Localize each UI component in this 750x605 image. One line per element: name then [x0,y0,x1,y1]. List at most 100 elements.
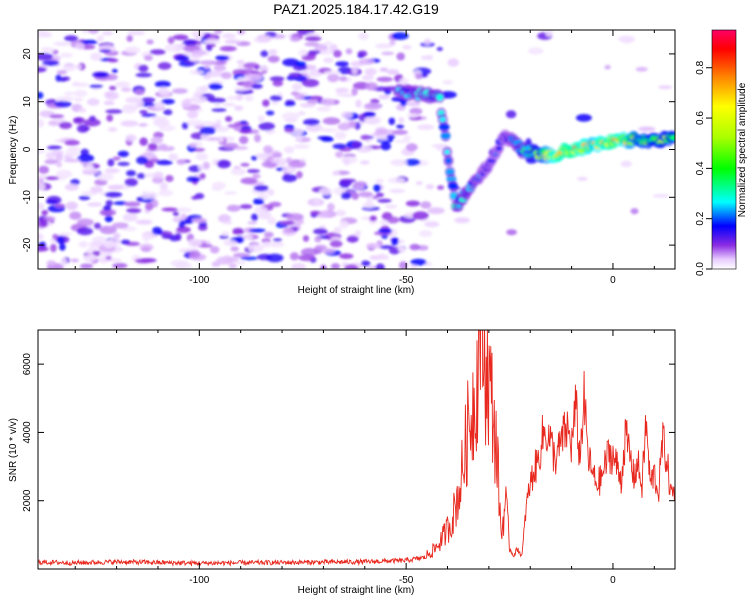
spectrogram-speckle [335,61,349,67]
spectrogram-speckle [49,114,65,119]
spectrogram-speckle [147,143,158,151]
spectrogram-speckle [136,156,148,165]
snr-panel: -100 -50 0 2000 4000 6000 Height of straight … [8,329,676,596]
spectrogram-speckle [203,38,221,44]
spectrogram-speckle [351,87,358,96]
spectrogram-speckle [217,159,231,169]
spectrogram-speckle [320,128,338,133]
spectrogram-speckle [339,76,348,82]
spectrogram-speckle [73,89,88,98]
spectrogram-speckle [436,47,443,51]
spectrogram-speckle [38,183,46,191]
spectrogram-speckle [163,109,173,116]
spectrogram-speckle [385,204,398,209]
spectrogram-speckle [387,177,406,184]
spectrogram-speckle [415,73,423,80]
spectrogram-speckle [337,123,351,131]
spectrogram-speckle [103,100,115,106]
spectrogram-speckle [122,104,140,110]
spectrogram-speckle [630,208,639,215]
spectrogram-speckle [240,177,258,185]
spectrogram-speckle [65,201,78,211]
spectrogram-speckle [237,76,249,81]
spectrogram-speckle [141,246,152,253]
spectrogram-speckle [46,260,56,266]
spectrogram-ridge-cell [438,124,450,131]
spectrogram-speckle [282,58,300,67]
spectrogram-speckle [423,38,431,46]
spectrogram-speckle [150,136,163,144]
spectrogram-speckle [232,230,245,235]
spectrogram-speckle [222,220,233,225]
y-tick-label: 2000 [22,489,33,512]
spectrogram-speckle [139,110,148,114]
spectrogram-speckle [323,70,341,75]
spectrogram-speckle [253,198,265,205]
spectrogram-speckle [139,137,148,146]
spectrogram-speckle [316,50,333,55]
spectrogram-speckle [260,50,269,57]
spectrogram-speckle [189,57,200,62]
spectrogram-speckle [409,243,421,251]
spectrogram-speckle [288,72,303,78]
spectrogram-speckle [56,70,68,75]
spectrogram-speckle [149,49,166,55]
spectrogram-speckle [386,216,400,224]
snr-ticks: -100 -50 0 2000 4000 6000 [22,330,675,586]
spectrogram-speckle [108,258,122,263]
spectrogram-speckle [59,243,66,251]
spectrogram-speckle [39,218,48,227]
snr-background [38,330,675,569]
spectrogram-speckle [180,213,187,219]
spectrogram-speckle [88,241,105,246]
spectrogram-speckle [362,202,376,209]
spectrogram-speckle [284,118,298,123]
spectrogram-speckle [161,98,175,105]
spectrogram-speckle [92,236,108,244]
spectrogram-speckle [125,134,137,142]
spectrogram-speckle [322,117,341,125]
spectrogram-speckle [62,64,76,72]
spectrogram-speckle [195,152,209,161]
spectrogram-speckle [505,110,517,119]
spectrogram-speckle [375,178,384,184]
spectrogram-speckle [167,36,175,45]
spectrogram-speckle [299,103,316,108]
spectrogram-speckle [53,41,71,46]
spectrogram-speckle [113,232,121,239]
spectrogram-speckle [38,148,46,154]
spectrogram-speckle [80,126,91,131]
colorbar-gradient [711,29,737,270]
spectrogram-speckle [82,165,95,171]
spectrogram-speckle [221,231,230,237]
spectrogram-speckle [55,153,63,162]
spectrogram-speckle [59,121,72,129]
spectrogram-speckle [50,243,57,253]
spectrogram-speckle [203,74,212,80]
spectrogram-speckle [527,47,544,55]
spectrogram-speckle [214,30,223,35]
spectrogram-speckle [266,253,284,263]
spectrogram-speckle [111,68,118,74]
spectrogram-speckle [73,117,85,125]
spectrogram-speckle [198,164,205,171]
spectrogram-speckle [124,201,141,207]
spectrogram-speckle [82,169,100,175]
spectrogram-speckle [38,91,44,99]
spectrogram-speckle [406,101,421,107]
figure-title: PAZ1.2025.184.17.42.G19 [273,1,439,17]
spectrogram-speckle [93,222,102,230]
spectrogram-speckle [332,170,341,176]
spectrogram-speckle [80,263,93,269]
x-tick-label: -100 [189,275,209,286]
spectrogram-speckle [222,102,236,107]
spectrogram-speckle [302,235,310,242]
spectrogram-speckle [104,191,123,198]
spectrogram-speckle [86,202,103,207]
spectrogram-speckle [240,162,250,167]
spectrogram-speckle [190,95,207,104]
spectrogram-ridge-cell [440,116,446,123]
spectrogram-speckle [189,250,201,259]
spectrogram-speckle [309,95,323,101]
spectrogram-speckle [65,148,79,158]
